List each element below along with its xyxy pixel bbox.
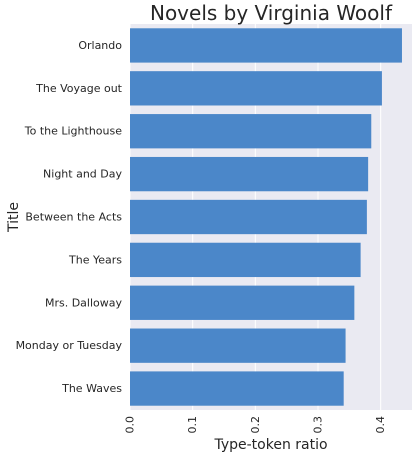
y-tick-label: To the Lighthouse — [24, 125, 122, 138]
bar — [130, 114, 372, 149]
bar — [130, 371, 344, 406]
y-tick-label: Monday or Tuesday — [16, 339, 123, 352]
bar — [130, 71, 382, 106]
y-tick-label: The Waves — [61, 382, 122, 395]
y-tick-label: Between the Acts — [25, 211, 122, 224]
bar — [130, 199, 367, 235]
y-tick-label: The Voyage out — [35, 82, 123, 95]
bar — [130, 28, 402, 63]
x-tick-label: 0.1 — [186, 416, 199, 434]
bar — [130, 285, 355, 320]
x-tick-label: 0.0 — [124, 416, 137, 434]
bar — [130, 156, 369, 192]
x-tick-label: 0.4 — [374, 416, 387, 434]
y-axis-label: Title — [6, 202, 22, 233]
bars — [130, 28, 402, 406]
bar — [130, 328, 346, 363]
y-tick-labels: Orlando The Voyage out To the Lighthouse Ni… — [16, 39, 123, 395]
x-tick-label: 0.3 — [312, 416, 325, 434]
y-tick-label: Mrs. Dalloway — [45, 296, 123, 309]
x-axis-label: Type-token ratio — [213, 437, 327, 453]
y-tick-label: The Years — [68, 253, 122, 266]
x-tick-labels: 0.0 0.1 0.2 0.3 0.4 — [124, 416, 388, 434]
x-tick-label: 0.2 — [249, 416, 262, 434]
chart-title: Novels by Virginia Woolf — [150, 1, 393, 25]
y-tick-label: Night and Day — [43, 168, 122, 181]
bar — [130, 242, 361, 278]
y-tick-label: Orlando — [78, 39, 122, 52]
